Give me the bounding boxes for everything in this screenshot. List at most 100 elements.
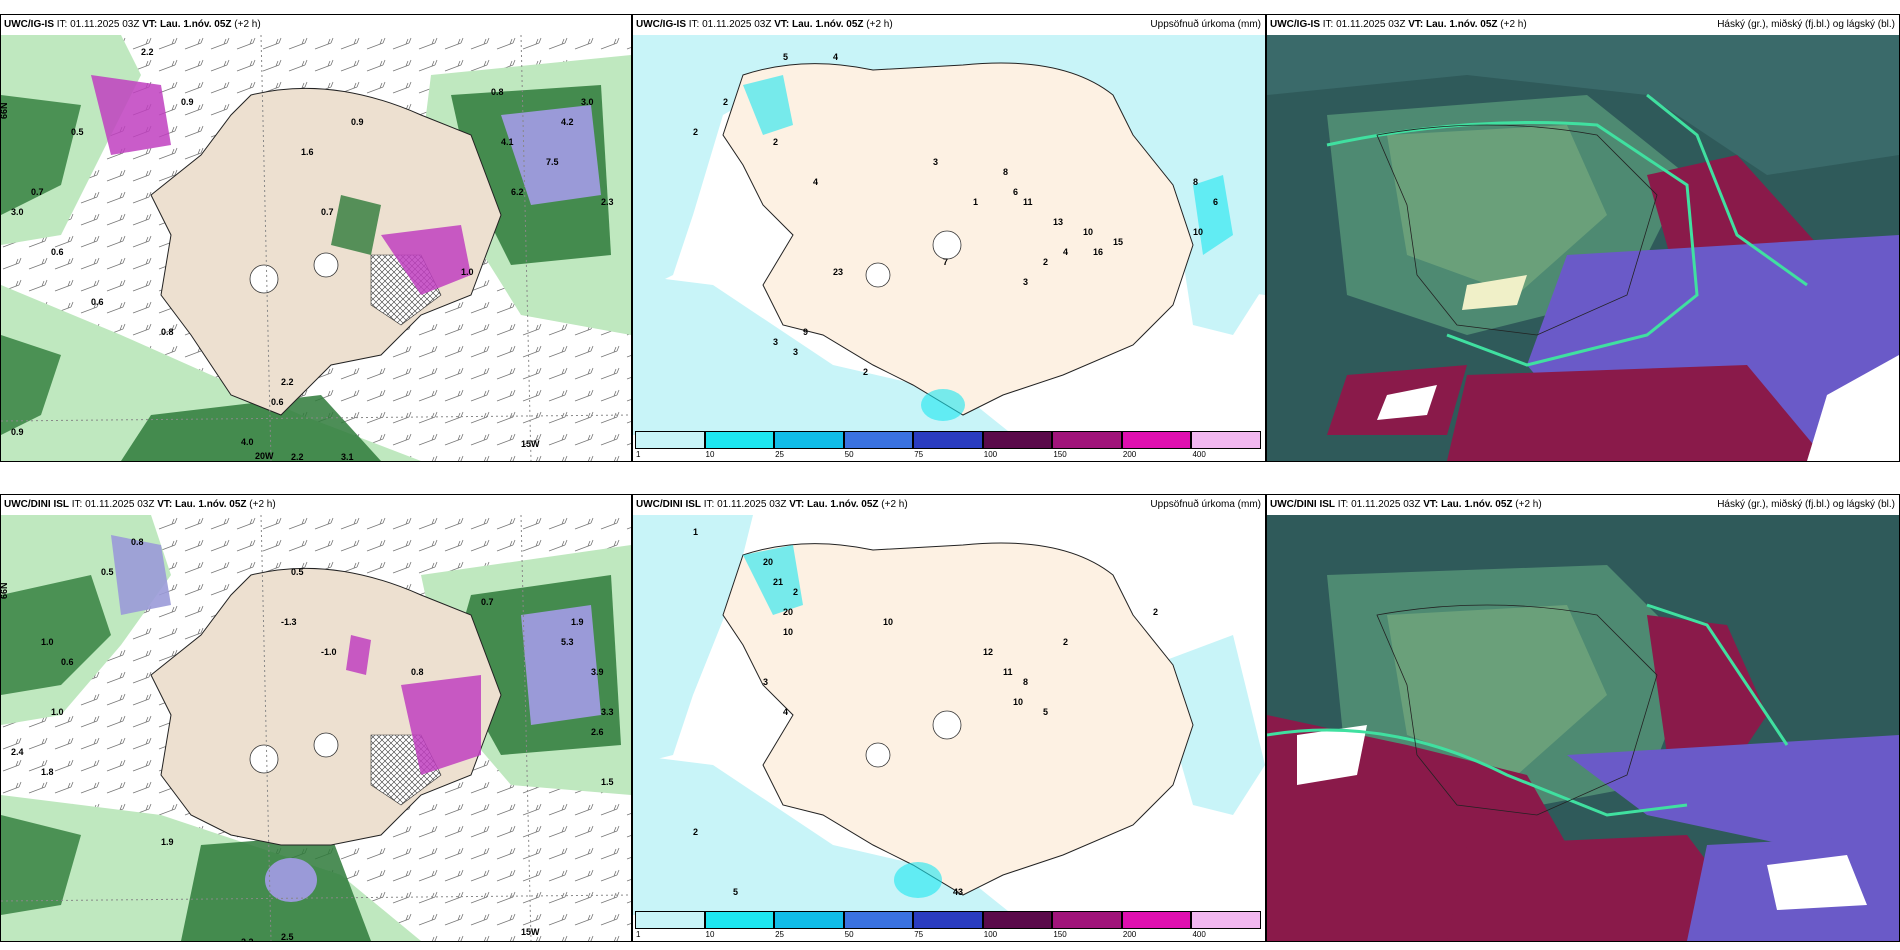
map-value-label: 10 [1083, 227, 1093, 237]
colorbar-swatch [1191, 911, 1261, 929]
map-value-label: 4 [783, 707, 788, 717]
map-value-label: 2 [693, 127, 698, 137]
colorbar-swatch [774, 431, 844, 449]
map-value-label: 1.8 [41, 767, 54, 777]
colorbar-swatch [982, 431, 1053, 449]
svg-text:20W: 20W [255, 451, 274, 461]
map-value-label: 1.0 [461, 267, 474, 277]
map-value-label: 0.7 [31, 187, 44, 197]
colorbar-tick-label: 10 [705, 450, 715, 459]
map-value-label: 3 [793, 347, 798, 357]
colorbar-tick-label: 100 [983, 930, 998, 939]
map-value-label: 12 [983, 647, 993, 657]
map-value-label: 1 [693, 527, 698, 537]
colorbar-swatch [635, 431, 705, 449]
map-value-label: 11 [1023, 197, 1033, 207]
map-value-label: 3.3 [601, 707, 614, 717]
map-value-label: 3.1 [341, 452, 354, 461]
map-value-label: 3 [773, 337, 778, 347]
map-value-label: 5 [733, 887, 738, 897]
panel-header: UWC/IG-IS IT: 01.11.2025 03Z VT: Lau. 1.… [1, 15, 631, 35]
map-value-label: 0.8 [411, 667, 424, 677]
cloud-cover-map[interactable] [1267, 515, 1899, 941]
map-value-label: 2.2 [141, 47, 154, 57]
colorbar-tick-label: 150 [1053, 450, 1067, 459]
colorbar-swatch [843, 911, 914, 929]
colorbar-swatch [1121, 911, 1192, 929]
map-value-label: 3.9 [591, 667, 604, 677]
map-value-label: -1.0 [321, 647, 337, 657]
map-value-label: 23 [833, 267, 843, 277]
map-value-label: 4 [833, 52, 838, 62]
map-value-label: 8 [1023, 677, 1028, 687]
map-value-label: 6 [1013, 187, 1018, 197]
map-value-label: 6 [1213, 197, 1218, 207]
map-value-label: 2.2 [291, 452, 304, 461]
colorbar-tick-label: 25 [775, 450, 785, 459]
panel-header: UWC/DINI ISL IT: 01.11.2025 03Z VT: Lau.… [1, 495, 631, 515]
map-value-label: 5 [1043, 707, 1048, 717]
map-value-label: 0.8 [491, 87, 504, 97]
panel-precip-igis: UWC/IG-IS IT: 01.11.2025 03Z VT: Lau. 1.… [632, 14, 1266, 462]
map-value-label: 0.5 [71, 127, 84, 137]
map-value-label: 2.5 [281, 932, 294, 941]
map-value-label: 2 [1043, 257, 1048, 267]
svg-text:66N: 66N [1, 102, 9, 119]
map-value-label: 1 [973, 197, 978, 207]
temperature-wind-map[interactable]: 20W 15W 66N 0.9 0.5 0.7 0.6 2.2 1.6 0.8 0.9 4.1 7… [1, 35, 631, 461]
cloud-cover-map[interactable] [1267, 35, 1899, 461]
colorbar-tick-label: 150 [1053, 930, 1067, 939]
colorbar-tick-label: 75 [914, 930, 924, 939]
map-value-label: 11 [1003, 667, 1013, 677]
svg-text:15W: 15W [521, 927, 540, 937]
precip-colorbar: 1 10 25 50 75 100 150 200 400 [635, 911, 1263, 941]
colorbar-tick-label: 10 [705, 930, 715, 939]
colorbar-swatch [1052, 431, 1122, 449]
map-value-label: 0.7 [321, 207, 334, 217]
map-value-label: 4.2 [561, 117, 574, 127]
colorbar-tick-label: 200 [1122, 450, 1137, 459]
map-value-label: 2 [1153, 607, 1158, 617]
map-value-label: 0.6 [61, 657, 74, 667]
map-value-label: 5 [783, 52, 788, 62]
map-value-label: 21 [773, 577, 783, 587]
map-value-label: 2 [793, 587, 798, 597]
map-value-label: 8 [1003, 167, 1008, 177]
colorbar-swatch [1191, 431, 1261, 449]
panel-header: UWC/IG-IS IT: 01.11.2025 03Z VT: Lau. 1.… [1267, 15, 1899, 35]
map-value-label: 6.2 [511, 187, 524, 197]
map-value-label: 13 [1053, 217, 1063, 227]
map-value-label: 3 [933, 157, 938, 167]
temperature-wind-map[interactable]: 15W 66N 0.8 0.5 1.0 0.6 0.5 -1.3 -1.0 0.8 0.7 1.9… [1, 515, 631, 941]
map-value-label: 3 [1023, 277, 1028, 287]
svg-text:15W: 15W [521, 439, 540, 449]
map-value-label: 2.3 [601, 197, 614, 207]
colorbar-tick-label: 200 [1122, 930, 1137, 939]
map-value-label: 4 [813, 177, 818, 187]
map-value-label: 0.6 [51, 247, 64, 257]
map-value-label: 2.2 [281, 377, 294, 387]
colorbar-swatch [843, 431, 914, 449]
map-value-label: 0.5 [291, 567, 304, 577]
colorbar-swatch [774, 911, 844, 929]
precipitation-map[interactable]: 12021202103410121181054322522 [633, 515, 1265, 941]
colorbar-tick-label: 1 [636, 450, 641, 459]
colorbar-swatch [913, 911, 983, 929]
colorbar-tick-label: 1 [636, 930, 641, 939]
map-value-label: 7.5 [546, 157, 559, 167]
map-value-label: 2.6 [591, 727, 604, 737]
map-value-label: 0.9 [11, 427, 24, 437]
colorbar-tick-label: 400 [1192, 450, 1206, 459]
panel-clouds-dini: UWC/DINI ISL IT: 01.11.2025 03Z VT: Lau.… [1266, 494, 1900, 942]
colorbar-swatch [913, 431, 983, 449]
map-value-label: 2 [723, 97, 728, 107]
colorbar-tick-label: 25 [775, 930, 785, 939]
map-value-label: 0.6 [91, 297, 104, 307]
map-value-label: 4.0 [241, 437, 254, 447]
map-value-label: 8 [1193, 177, 1198, 187]
colorbar-swatch [704, 431, 775, 449]
panel-temp-wind-igis: UWC/IG-IS IT: 01.11.2025 03Z VT: Lau. 1.… [0, 14, 632, 462]
colorbar-swatch [1121, 431, 1192, 449]
map-value-label: 20 [783, 607, 793, 617]
precipitation-map[interactable]: 5 4 2 2 2 4 3 8 6 1 11 13 16 10 15 8 6 10 9 3 3 4 2 3 7 23 2 [633, 35, 1265, 461]
